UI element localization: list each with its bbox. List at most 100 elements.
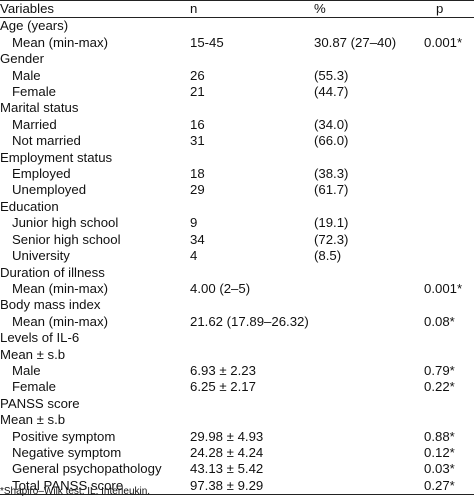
row-p-value	[424, 51, 474, 67]
header-n: n	[190, 1, 198, 16]
row-n-value	[190, 396, 314, 412]
row-n-value	[190, 100, 314, 116]
section-row: Education	[0, 199, 474, 215]
row-label: Male	[12, 67, 41, 83]
row-n-value: 29	[190, 182, 205, 198]
row-p-value	[424, 347, 474, 363]
section-row: Levels of IL-6	[0, 330, 474, 346]
row-label: Female	[12, 84, 56, 100]
row-n-value	[190, 18, 314, 35]
table-row: Mean (min-max) 15-45 30.87 (27–40) 0.001*	[0, 35, 474, 51]
row-percent-value	[314, 51, 424, 67]
row-percent-value	[314, 199, 424, 215]
table-row: Unemployed 29 (61.7)	[0, 182, 474, 198]
row-p-value	[424, 248, 474, 264]
row-p-value	[424, 150, 474, 166]
row-n-value: 21	[190, 84, 205, 100]
row-percent-value	[314, 478, 424, 495]
row-label: Mean (min-max)	[12, 34, 108, 50]
row-percent-value	[314, 461, 424, 477]
header-percent: %	[314, 1, 326, 16]
row-p-value: 0.001*	[424, 34, 463, 50]
row-p-value	[424, 396, 474, 412]
table-row: Female 21 (44.7)	[0, 84, 474, 100]
table-row: Negative symptom 24.28 ± 4.24 0.12*	[0, 445, 474, 461]
row-label: Female	[12, 379, 56, 395]
table-row: Mean (min-max) 21.62 (17.89–26.32) 0.08*	[0, 314, 474, 330]
row-p-value	[424, 232, 474, 248]
row-n-value: 9	[190, 215, 198, 231]
row-label: Mean (min-max)	[12, 313, 108, 329]
row-label: PANSS score	[0, 395, 80, 411]
row-label: Mean ± s.b	[0, 412, 66, 428]
row-n-value: 6.93 ± 2.23	[190, 362, 256, 378]
row-n-value: 4.00 (2–5)	[190, 280, 251, 296]
row-label: Senior high school	[12, 231, 121, 247]
row-label: Education	[0, 198, 59, 214]
row-label: Junior high school	[12, 215, 119, 231]
section-row: Marital status	[0, 100, 474, 116]
row-p-value: 0.03*	[424, 461, 455, 477]
table-row: Employed 18 (38.3)	[0, 166, 474, 182]
row-label: Married	[12, 116, 57, 132]
section-row: Employment status	[0, 150, 474, 166]
row-p-value	[424, 18, 474, 35]
row-p-value: 0.22*	[424, 379, 455, 395]
row-percent-value	[314, 445, 424, 461]
row-percent-value: (8.5)	[314, 248, 342, 264]
row-label: Levels of IL-6	[0, 330, 80, 346]
table-row: Senior high school 34 (72.3)	[0, 232, 474, 248]
table-row: Male 6.93 ± 2.23 0.79*	[0, 363, 474, 379]
table-row: Male 26 (55.3)	[0, 68, 474, 84]
row-percent-value	[314, 265, 424, 281]
row-label: Total PANSS score	[12, 477, 124, 493]
section-row: PANSS score	[0, 396, 474, 412]
row-percent-value	[314, 314, 424, 330]
row-n-value: 6.25 ± 2.17	[190, 379, 256, 395]
row-label: Unemployed	[12, 182, 87, 198]
row-label: University	[12, 248, 70, 264]
row-percent-value: (34.0)	[314, 116, 349, 132]
table-row: Not married 31 (66.0)	[0, 133, 474, 149]
row-percent-value	[314, 150, 424, 166]
row-label: Negative symptom	[12, 444, 122, 460]
row-label: Marital status	[0, 100, 79, 116]
row-label: Employment status	[0, 149, 113, 165]
row-percent-value	[314, 379, 424, 395]
row-n-value	[190, 297, 314, 313]
row-percent-value: (55.3)	[314, 67, 349, 83]
row-percent-value	[314, 297, 424, 313]
row-n-value	[190, 412, 314, 428]
row-p-value	[424, 265, 474, 281]
row-percent-value	[314, 18, 424, 35]
section-row: Age (years)	[0, 18, 474, 35]
row-n-value: 31	[190, 133, 205, 149]
row-percent-value: (38.3)	[314, 166, 349, 182]
row-percent-value	[314, 347, 424, 363]
row-percent-value: (19.1)	[314, 215, 349, 231]
row-n-value	[190, 347, 314, 363]
row-n-value: 15-45	[190, 34, 224, 50]
row-p-value: 0.79*	[424, 362, 455, 378]
row-label: Positive symptom	[12, 428, 116, 444]
row-p-value	[424, 84, 474, 100]
row-label: Employed	[12, 166, 71, 182]
row-p-value	[424, 68, 474, 84]
row-p-value: 0.88*	[424, 428, 455, 444]
row-percent-value: 30.87 (27–40)	[314, 34, 397, 50]
row-percent-value	[314, 100, 424, 116]
section-row: Body mass index	[0, 297, 474, 313]
row-p-value: 0.001*	[424, 280, 463, 296]
row-percent-value	[314, 412, 424, 428]
row-n-value: 24.28 ± 4.24	[190, 444, 264, 460]
section-row: Duration of illness	[0, 265, 474, 281]
row-p-value	[424, 215, 474, 231]
section-row: Mean ± s.b	[0, 412, 474, 428]
table-row: General psychopathology 43.13 ± 5.42 0.03*	[0, 461, 474, 477]
row-p-value: 0.27*	[424, 477, 455, 493]
row-n-value: 29.98 ± 4.93	[190, 428, 264, 444]
row-percent-value: (61.7)	[314, 182, 349, 198]
row-p-value	[424, 330, 474, 346]
row-label: Mean ± s.b	[0, 346, 66, 362]
table-row: Female 6.25 ± 2.17 0.22*	[0, 379, 474, 395]
